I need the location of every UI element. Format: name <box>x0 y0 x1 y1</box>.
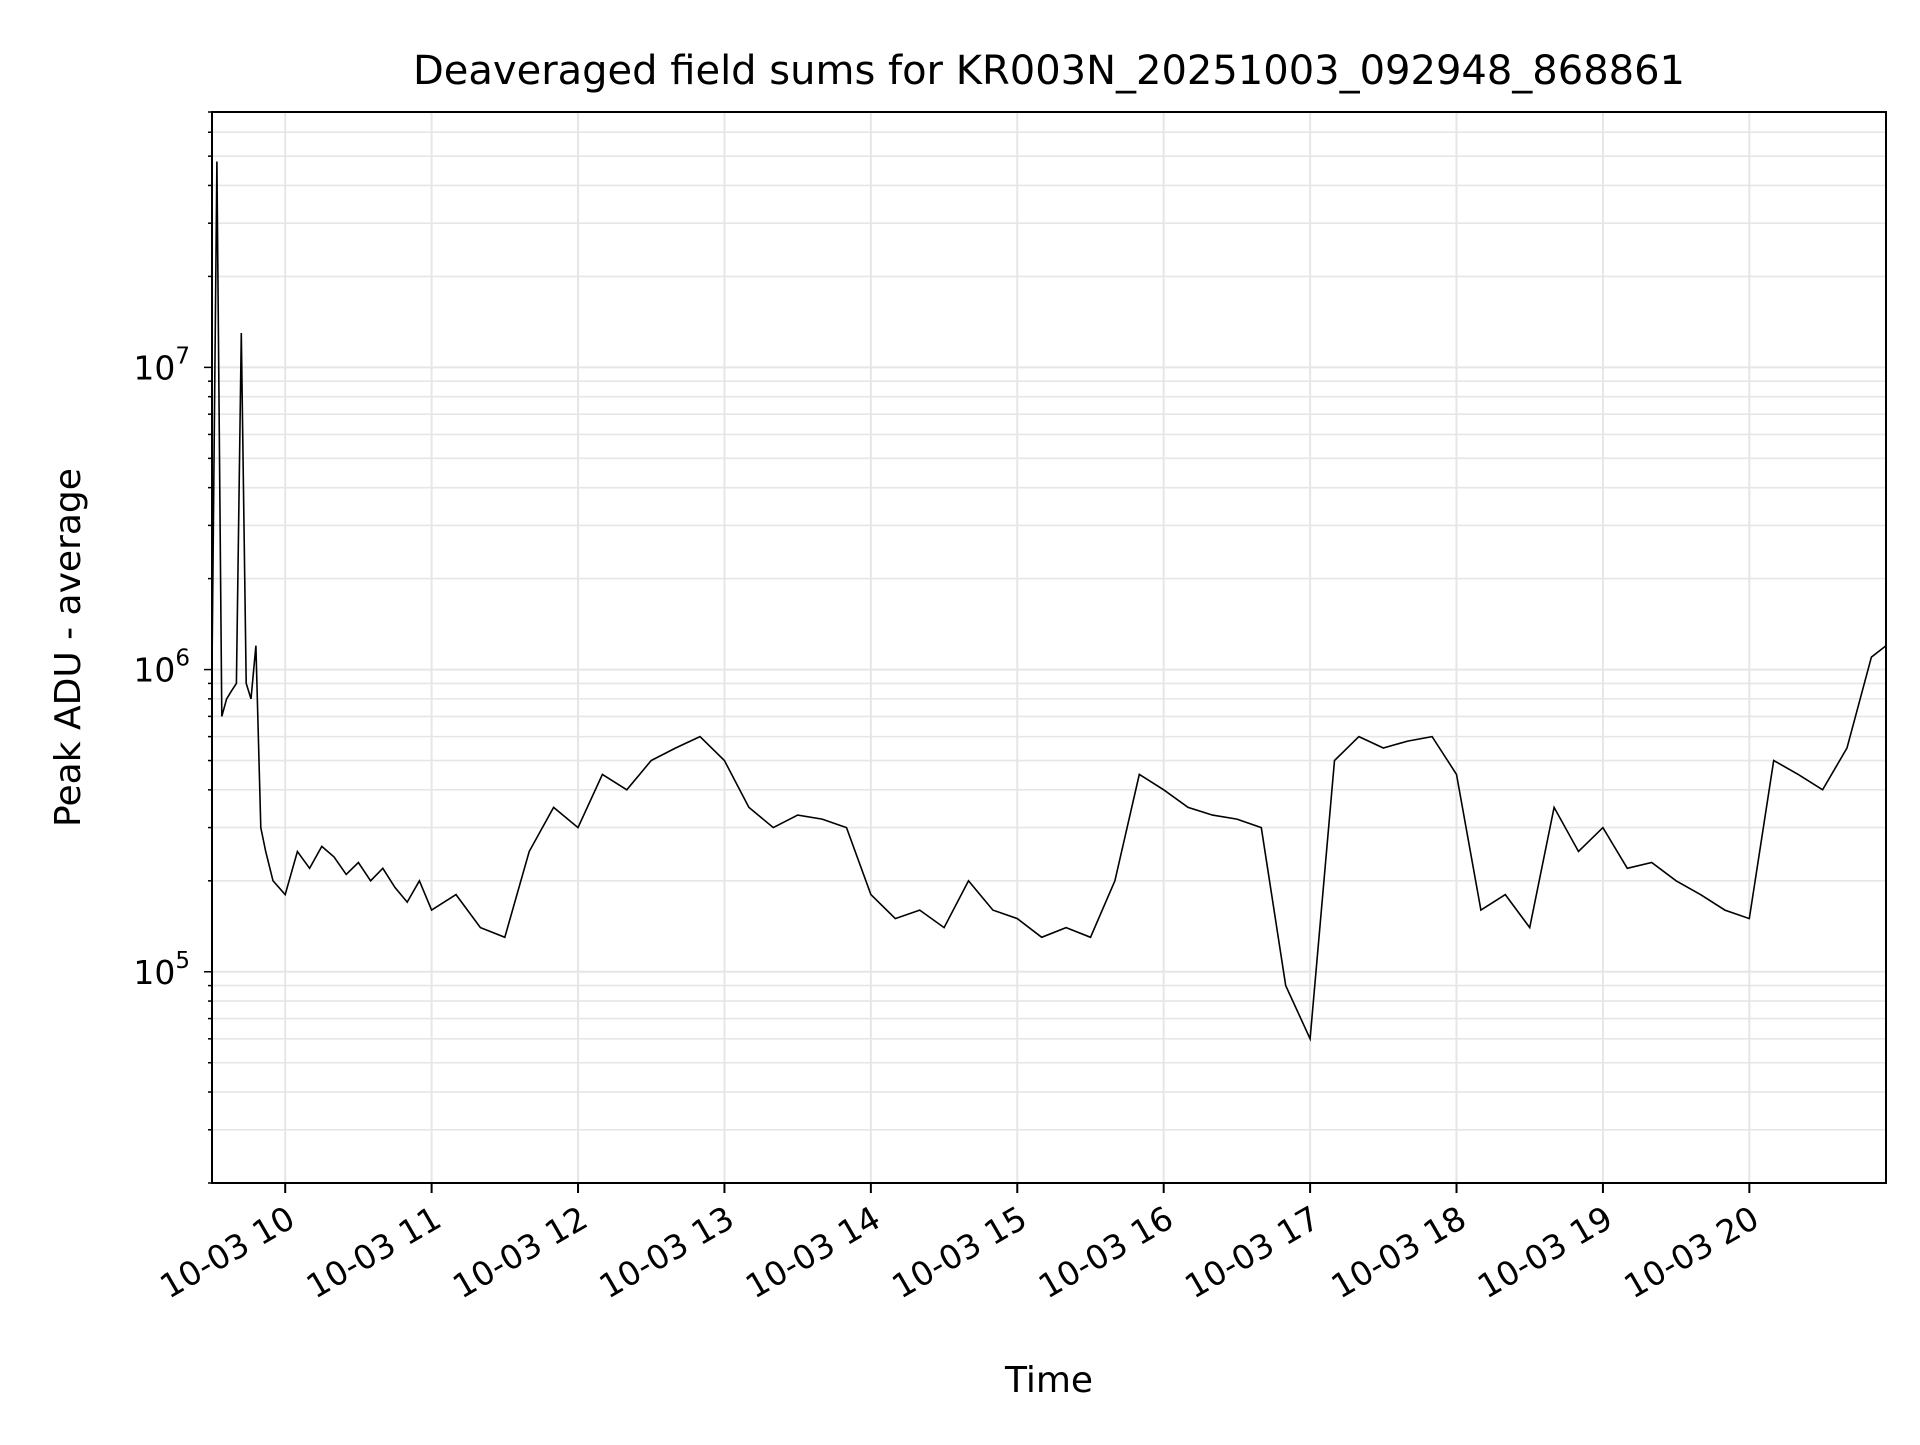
y-tick-base: 10 <box>133 348 175 387</box>
grid-lines <box>212 111 1886 1184</box>
y-tick-label: 107 <box>133 343 190 387</box>
y-axis-label: Peak ADU - average <box>48 468 89 827</box>
y-tick-base: 10 <box>133 953 175 992</box>
plot-frame <box>211 111 1887 1184</box>
series-line <box>212 161 1886 1042</box>
y-tick-base: 10 <box>133 651 175 690</box>
chart-title: Deaveraged field sums for KR003N_2025100… <box>413 48 1685 94</box>
y-tick-exponent: 7 <box>175 343 190 369</box>
y-tick-label: 106 <box>133 646 190 690</box>
x-axis-label: Time <box>1004 1360 1093 1401</box>
y-tick-label: 105 <box>133 948 190 992</box>
series-layer <box>212 161 1886 1042</box>
y-tick-exponent: 5 <box>175 948 190 974</box>
y-tick-exponent: 6 <box>175 646 190 672</box>
